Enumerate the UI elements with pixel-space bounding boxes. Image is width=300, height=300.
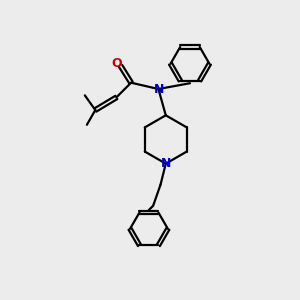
Text: O: O [111, 57, 122, 70]
Text: N: N [160, 157, 171, 170]
Text: N: N [154, 83, 164, 96]
